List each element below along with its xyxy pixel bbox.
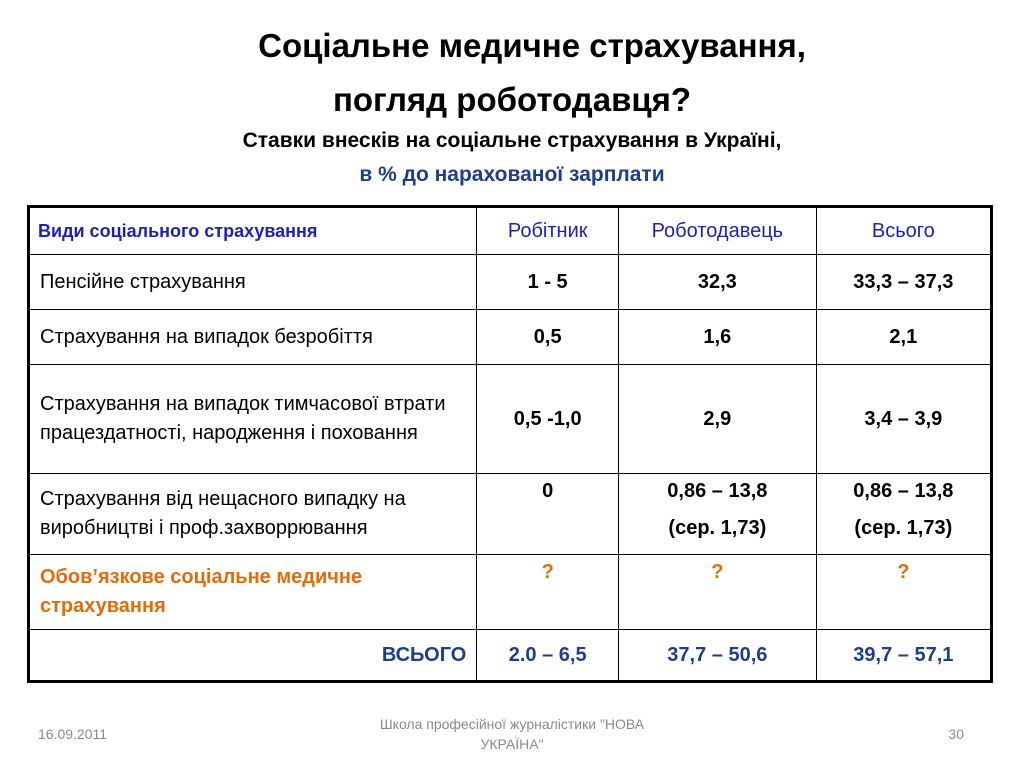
cell-employer: 2,9 [618, 364, 817, 474]
table-summary-row: ВСЬОГО 2.0 – 6,5 37,7 – 50,6 39,7 – 57,1 [27, 629, 993, 682]
cell-employer: 0,86 – 13,8 (сер. 1,73) [618, 473, 817, 555]
slide-title-line1: Соціальне медичне страхування, [258, 27, 806, 64]
cell-total: 3,4 – 3,9 [815, 364, 993, 474]
footer-organization: Школа професійної журналістики "НОВА УКР… [379, 716, 645, 752]
cell-total: 33,3 – 37,3 [815, 254, 993, 310]
table-row: Страхування від нещасного випадку на вир… [27, 473, 993, 555]
summary-total: 39,7 – 57,1 [815, 629, 993, 682]
summary-worker: 2.0 – 6,5 [476, 629, 620, 682]
cell-worker: ? [476, 554, 620, 630]
table-header-row: Види соціального страхування Робітник Ро… [27, 206, 993, 255]
summary-label: ВСЬОГО [27, 629, 478, 682]
slide-title-line2: погляд роботодавця? [332, 81, 692, 118]
table-row: Обов’язкове соціальне медичне страхуванн… [27, 554, 993, 630]
cell-employer: ? [618, 554, 817, 630]
cell-employer: 32,3 [618, 254, 817, 310]
cell-type: Страхування на випадок тимчасової втрати… [27, 364, 478, 474]
cell-total-range: 0,86 – 13,8 [853, 480, 954, 502]
cell-employer: 1,6 [618, 309, 817, 365]
header-insurance-type: Види соціального страхування [27, 206, 478, 255]
cell-employer-range: 0,86 – 13,8 [667, 480, 768, 502]
cell-worker: 0,5 -1,0 [476, 364, 620, 474]
header-worker: Робітник [476, 206, 620, 255]
table-row: Страхування на випадок безробіття 0,5 1,… [27, 309, 993, 365]
cell-total-average: (сер. 1,73) [854, 517, 953, 539]
cell-worker: 0 [476, 473, 620, 555]
cell-type: Пенсійне страхування [27, 254, 478, 310]
header-total: Всього [815, 206, 993, 255]
page-number: 30 [948, 726, 964, 742]
cell-employer-average: (сер. 1,73) [668, 517, 767, 539]
cell-worker: 0,5 [476, 309, 620, 365]
cell-type: Страхування на випадок безробіття [27, 309, 478, 365]
slide-subtitle: Ставки внесків на соціальне страхування … [242, 129, 782, 152]
footer-date: 16.09.2011 [38, 726, 108, 742]
cell-worker: 1 - 5 [476, 254, 620, 310]
table-row: Пенсійне страхування 1 - 5 32,3 33,3 – 3… [27, 254, 993, 310]
cell-type: Обов’язкове соціальне медичне страхуванн… [27, 554, 478, 630]
summary-employer: 37,7 – 50,6 [618, 629, 817, 682]
slide-subtitle-units: в % до нарахованої зарплати [359, 163, 665, 186]
table-row: Страхування на випадок тимчасової втрати… [27, 364, 993, 474]
cell-total: ? [815, 554, 993, 630]
cell-type: Страхування від нещасного випадку на вир… [27, 473, 478, 555]
header-employer: Роботодавець [618, 206, 817, 255]
cell-total: 2,1 [815, 309, 993, 365]
insurance-rates-table: Види соціального страхування Робітник Ро… [27, 205, 993, 683]
cell-total: 0,86 – 13,8 (сер. 1,73) [815, 473, 993, 555]
